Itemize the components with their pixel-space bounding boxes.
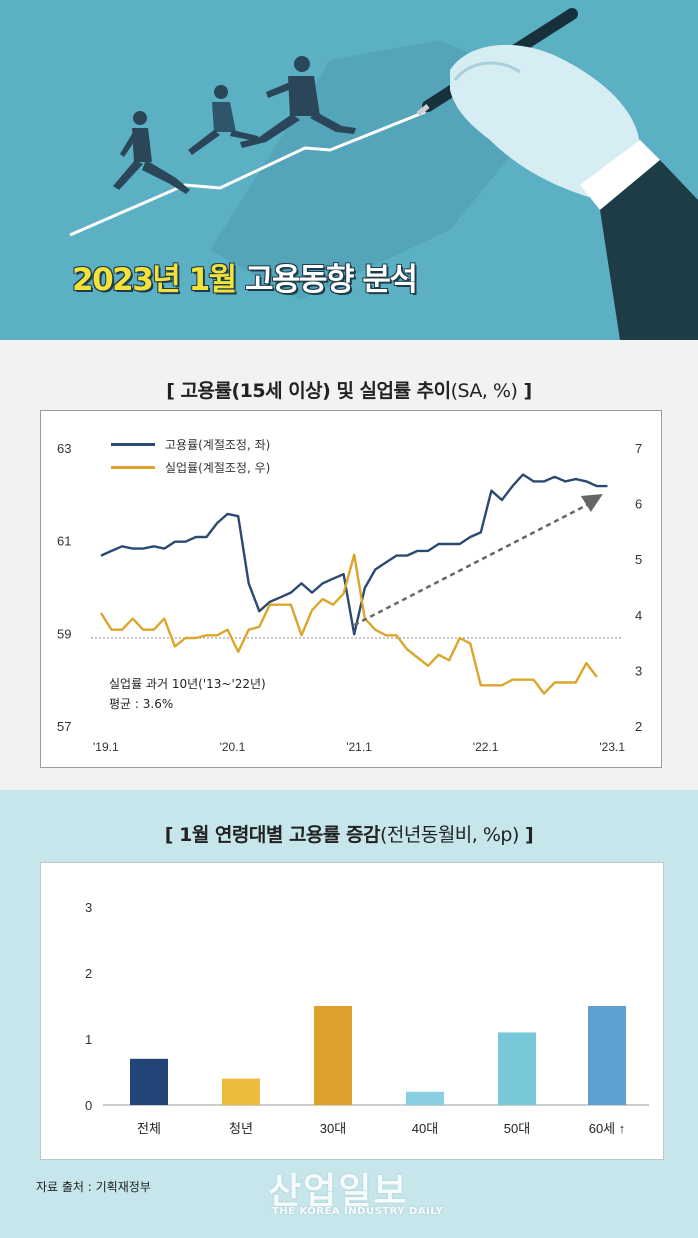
trend-arrow-line [353,502,590,627]
y-right-tick-5: 7 [635,441,642,456]
bar-2 [314,1006,352,1105]
bar-category-label-2: 30대 [320,1121,346,1136]
bar-category-label-1: 청년 [229,1121,253,1136]
y-left-tick-0: 57 [57,719,71,734]
line-chart-panel: 57 59 61 63 2 3 4 5 6 7'19.1'20.1'21.1'22.1'23.1 … [40,410,662,768]
bar-category-label-3: 40대 [412,1121,438,1136]
source-note: 자료 출처 : 기획재정부 [36,1180,151,1194]
rising-line [69,110,426,237]
title-highlight: 2023년 1월 [72,262,237,298]
chart2-title-light: (전년동월비, %p) [379,824,519,846]
x-tick-1: '20.1 [220,740,246,754]
legend-employment-label: 고용률(계절조정, 좌) [165,438,271,452]
y-left-tick-3: 63 [57,441,71,456]
average-note-line1: 실업률 과거 10년('13~'22년) [109,677,266,691]
watermark-logo: 산업일보 [268,1171,409,1212]
title-rest: 고용동향 분석 [244,262,418,298]
bar-y-tick-3: 3 [85,900,92,915]
y-right-tick-2: 4 [635,608,642,623]
x-tick-3: '22.1 [473,740,499,754]
x-tick-2: '21.1 [346,740,372,754]
y-right-tick-3: 5 [635,552,642,567]
page-title: 2023년 1월 고용동향 분석 [72,254,418,299]
bar-4 [498,1032,536,1105]
chart1-title-light: (SA, %) [450,380,518,402]
bar-chart-panel: 0 1 2 3 전체 청년 30대 40대 50대 60세 ↑ [40,862,664,1160]
line-chart: 57 59 61 63 2 3 4 5 6 7 '19.1 '20.1 '21.1 '22.1 '23.1 [57,441,642,754]
bar-5 [588,1006,626,1105]
chart2-title-bold: [ 1월 연령대별 고용률 증감 [164,824,381,846]
chart1-title-close: ] [517,380,533,402]
bar-y-tick-0: 0 [85,1098,92,1113]
bar-y-tick-1: 1 [85,1032,92,1047]
y-right-tick-0: 2 [635,719,642,734]
chart1-title-bold: [ 고용률(15세 이상) 및 실업률 추이 [166,380,451,402]
chart1-title: [ 고용률(15세 이상) 및 실업률 추이(SA, %) ] [0,376,698,403]
hero-illustration [69,8,698,340]
watermark-subtitle: THE KOREA INDUSTRY DAILY [272,1206,444,1217]
y-left-tick-1: 59 [57,626,71,641]
x-tick-0: '19.1 [93,740,119,754]
bar-chart: 0 1 2 3 전체 청년 30대 40대 50대 60세 ↑ [85,900,649,1136]
average-note-line2: 평균 : 3.6% [109,697,174,711]
hand-with-pen-figure [416,8,698,340]
bar-category-label-5: 60세 ↑ [589,1121,626,1136]
runner-2-figure [188,85,260,155]
y-right-tick-1: 3 [635,663,642,678]
bar-0 [130,1058,168,1105]
trend-arrow-head [580,493,603,512]
chart2-title-close: ] [518,824,534,846]
bar-y-tick-2: 2 [85,966,92,981]
chart2-title: [ 1월 연령대별 고용률 증감(전년동월비, %p) ] [0,820,698,847]
runner-1-figure [113,111,190,194]
legend-unemployment-label: 실업률(계절조정, 우) [165,461,271,475]
bar-category-label-0: 전체 [137,1121,161,1136]
legend-employment-swatch [111,443,155,446]
age-group-section: [ 1월 연령대별 고용률 증감(전년동월비, %p) ] 0 1 2 3 전체 청년 30… [0,790,698,1238]
employment-rate-line [100,473,608,636]
legend-unemployment-swatch [111,466,155,469]
y-right-tick-4: 6 [635,497,642,512]
runner-3-figure [240,56,356,148]
employment-trend-section: [ 고용률(15세 이상) 및 실업률 추이(SA, %) ] 57 59 61 63… [0,340,698,790]
y-left-tick-2: 61 [57,534,71,549]
x-tick-4: '23.1 [599,740,625,754]
bar-category-label-4: 50대 [504,1121,530,1136]
unemployment-rate-line [99,553,598,695]
bar-3 [406,1091,444,1105]
bar-1 [222,1078,260,1105]
hero-banner: 2023년 1월 고용동향 분석 [0,0,698,340]
